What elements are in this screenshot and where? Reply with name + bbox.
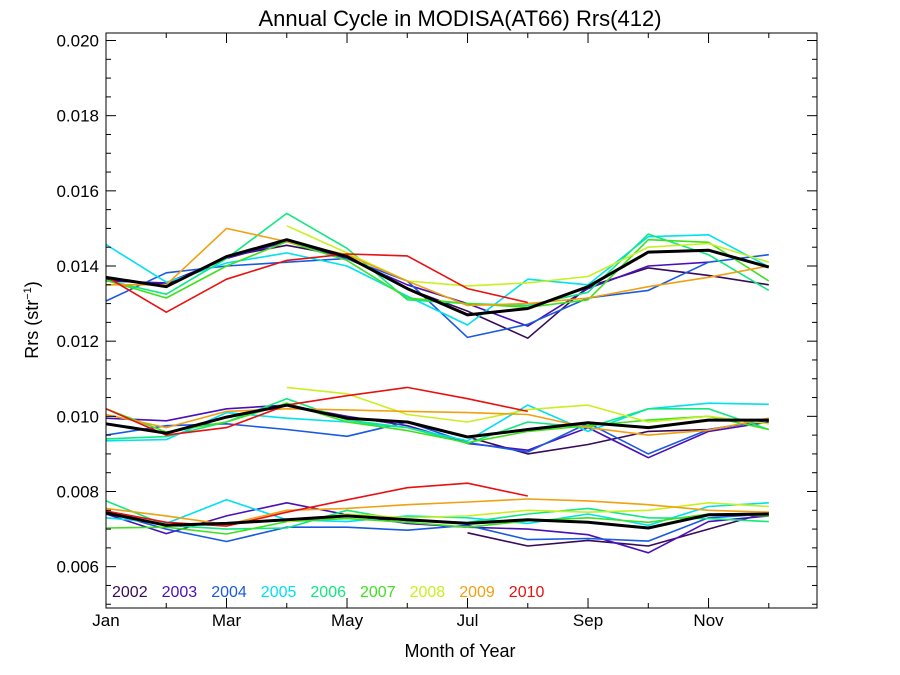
y-axis-title: Rrs (str−1) (22, 281, 42, 359)
series-line-2010-1 (105, 253, 528, 314)
series-line-2010-2 (105, 386, 528, 436)
x-tick-label: Jan (92, 611, 119, 630)
y-tick-label: 0.012 (56, 332, 99, 351)
x-tick-label: May (331, 611, 364, 630)
series-line-2007-2 (105, 402, 769, 444)
y-tick-label: 0.008 (56, 482, 99, 501)
legend-label-2006: 2006 (310, 584, 346, 601)
axis-ticks: Jan Mar May Jul Sep Nov 0.006 0.008 0.010 0.012 0.… (56, 32, 817, 630)
series-line-2006-1 (105, 212, 770, 307)
x-axis-title: Month of Year (404, 641, 515, 661)
x-tick-label: Nov (693, 611, 724, 630)
x-tick-label: Sep (573, 611, 603, 630)
legend-label-2003: 2003 (162, 584, 198, 601)
series-line-mean-1 (105, 238, 770, 317)
series-line-mean-2 (105, 403, 769, 439)
series-line-2005-1 (105, 234, 770, 326)
plot-frame (105, 32, 818, 609)
series-line-2010-3 (105, 482, 528, 527)
y-tick-label: 0.016 (56, 182, 99, 201)
series-line-2005-2 (105, 402, 769, 442)
y-tick-label: 0.010 (56, 407, 99, 426)
legend-label-2005: 2005 (261, 584, 297, 601)
legend-label-2010: 2010 (509, 584, 545, 601)
x-tick-label: Mar (212, 611, 242, 630)
series-line-2007-3 (105, 513, 769, 535)
chart-title: Annual Cycle in MODISA(AT66) Rrs(412) (258, 6, 661, 31)
y-axis-title-exponent: −1 (22, 287, 34, 300)
legend: 2002 2003 2004 2005 2006 2007 2008 2009 2010 (112, 584, 544, 601)
y-axis-title-main: Rrs (str (22, 300, 42, 359)
series-line-2002-1 (105, 244, 769, 340)
series-lines (105, 212, 770, 554)
series-line-2009-2 (105, 407, 769, 436)
x-tick-label: Jul (457, 611, 479, 630)
y-tick-label: 0.014 (56, 257, 99, 276)
series-line-2003-1 (105, 240, 709, 327)
legend-label-2004: 2004 (211, 584, 247, 601)
series-line-2007-1 (105, 238, 770, 309)
legend-label-2009: 2009 (459, 584, 495, 601)
y-tick-label: 0.018 (56, 107, 99, 126)
y-axis-title-close: ) (22, 281, 42, 287)
y-tick-label: 0.006 (56, 558, 99, 577)
series-line-2009-1 (106, 227, 769, 307)
series-line-2008-2 (286, 386, 769, 425)
series-line-mean-3 (105, 511, 769, 530)
series-line-2008-3 (286, 501, 769, 523)
series-line-2004-3 (105, 511, 769, 543)
y-tick-label: 0.020 (56, 32, 99, 51)
legend-label-2008: 2008 (410, 584, 446, 601)
legend-label-2007: 2007 (360, 584, 396, 601)
series-line-2008-1 (286, 225, 770, 287)
legend-label-2002: 2002 (112, 584, 148, 601)
